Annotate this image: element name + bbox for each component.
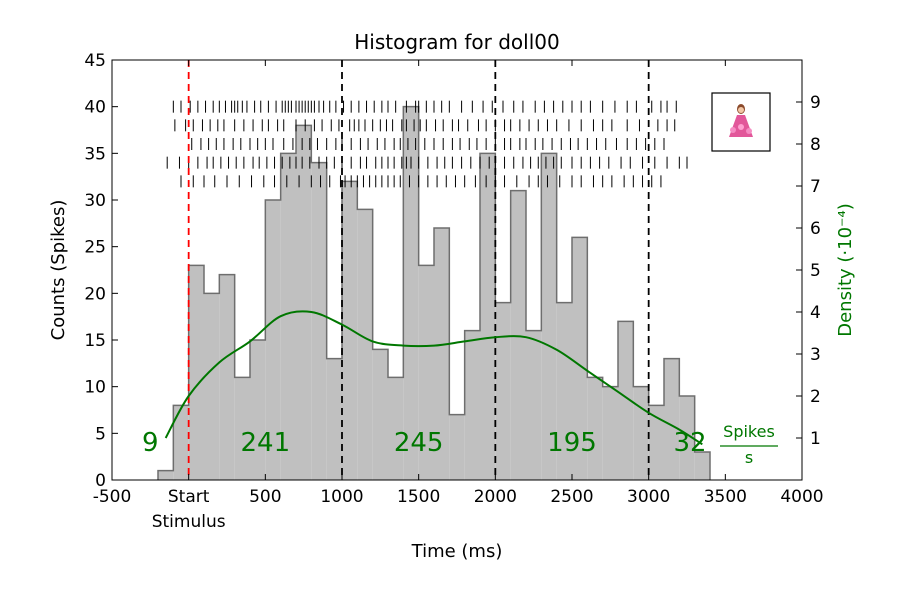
unit-label: Spikes s — [720, 422, 778, 467]
y-tick-label: 45 — [84, 51, 106, 71]
y-tick-label: 5 — [95, 424, 106, 444]
y2-tick-label: 4 — [810, 303, 821, 323]
histogram-bar — [572, 237, 588, 480]
y-tick-label: 30 — [84, 191, 106, 211]
x-tick-label: 2500 — [550, 487, 593, 507]
histogram-bar — [464, 330, 480, 480]
y-tick-label: 20 — [84, 284, 106, 304]
segment-count-label: 241 — [241, 428, 291, 458]
x-tick-label: 3500 — [704, 487, 747, 507]
histogram-bar — [403, 106, 419, 481]
raster-trial — [191, 138, 665, 150]
histogram-bar — [541, 153, 557, 481]
y2-tick-label: 3 — [810, 345, 821, 365]
density-curve — [164, 310, 703, 446]
histogram-bar — [633, 386, 649, 480]
histogram-bar — [449, 414, 465, 480]
histogram-bar — [556, 302, 572, 480]
y-tick-label: 15 — [84, 331, 106, 351]
segment-count-label: 32 — [674, 428, 707, 458]
y2-tick-label: 2 — [810, 387, 821, 407]
raster-trial — [180, 175, 662, 188]
unit-label-bottom: s — [745, 448, 753, 467]
histogram-bar — [357, 209, 373, 481]
histogram-bar — [234, 377, 250, 480]
segment-count-label: 9 — [142, 428, 159, 458]
y2-axis-label: Density (·10⁻⁴) — [835, 203, 856, 337]
x-tick-label: Start — [168, 487, 210, 507]
segment-count-label: 195 — [547, 428, 597, 458]
histogram-bar — [204, 293, 220, 480]
histogram-bar — [587, 377, 603, 480]
unit-label-top: Spikes — [723, 422, 775, 441]
histogram-bar — [173, 405, 189, 480]
histogram-bar — [265, 200, 281, 480]
raster-trial — [174, 119, 676, 132]
x-tick-label: 1000 — [320, 487, 363, 507]
histogram-bar — [618, 321, 634, 480]
y-tick-label: 40 — [84, 98, 106, 118]
y-axis-label: Counts (Spikes) — [48, 200, 69, 341]
y-tick-label: 10 — [84, 378, 106, 398]
x-tick-sublabel: Stimulus — [152, 512, 226, 532]
histogram-bar — [326, 358, 342, 480]
x-tick-label: 4000 — [780, 487, 823, 507]
y2-tick-label: 6 — [810, 219, 821, 239]
histogram-outline — [157, 105, 711, 480]
plot-layer: 9 241 245 195 32 — [142, 60, 711, 481]
x-tick-label: -500 — [93, 487, 132, 507]
histogram-bar — [480, 153, 496, 481]
y2-tick-label: 1 — [810, 429, 821, 449]
histogram-bar — [694, 452, 710, 480]
histogram-bar — [280, 153, 296, 481]
x-tick-label: 1500 — [397, 487, 440, 507]
y-tick-label: 0 — [95, 471, 106, 491]
histogram-bar — [342, 181, 358, 481]
segment-count-label: 245 — [394, 428, 444, 458]
chart-title: Histogram for doll00 — [354, 30, 559, 54]
histogram-bar — [434, 228, 450, 480]
x-tick-label: 500 — [249, 487, 281, 507]
x-axis-label: Time (ms) — [411, 541, 503, 562]
histogram-bar — [495, 302, 511, 480]
histogram-bar — [602, 386, 618, 480]
histogram-bar — [188, 265, 204, 480]
histogram-bar — [219, 274, 235, 480]
histogram-bar — [388, 377, 404, 480]
x-tick-label: 3000 — [627, 487, 670, 507]
doll-image — [729, 104, 753, 137]
y2-tick-label: 8 — [810, 135, 821, 155]
raster-trial — [172, 100, 677, 113]
histogram-bar — [311, 162, 327, 480]
y2-tick-label: 5 — [810, 261, 821, 281]
y2-tick-label: 9 — [810, 93, 821, 113]
histogram-bar — [158, 470, 174, 480]
histogram-bar — [679, 396, 695, 480]
histogram-bar — [648, 405, 664, 480]
x-tick-label: 2000 — [474, 487, 517, 507]
histogram-bar — [664, 358, 680, 480]
raster-trial — [166, 156, 688, 169]
histogram-bar — [250, 340, 266, 480]
y-tick-label: 35 — [84, 144, 106, 164]
stimulus-thumbnail — [711, 92, 771, 152]
histogram-bar — [526, 330, 542, 480]
histogram-bar — [418, 265, 434, 480]
histogram-bar — [372, 349, 388, 480]
y2-tick-label: 7 — [810, 177, 821, 197]
histogram-bar — [296, 125, 312, 480]
y-tick-label: 25 — [84, 238, 106, 258]
